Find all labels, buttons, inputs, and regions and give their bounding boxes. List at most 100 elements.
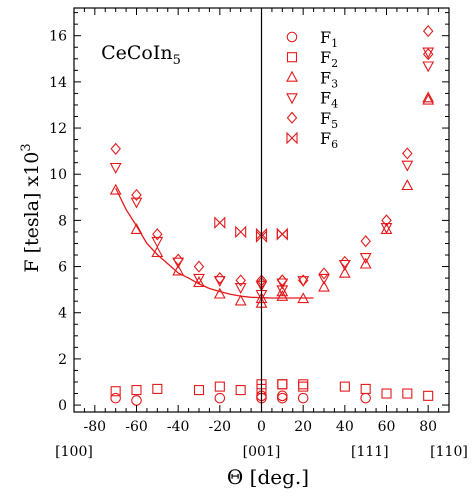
y-tick-label: 2 xyxy=(58,352,67,368)
data-point-diamond xyxy=(277,274,288,287)
legend-marker-bowtie xyxy=(286,131,298,145)
data-point-triangle-down xyxy=(380,223,393,234)
y-axis-label-main: F [tesla] x10 xyxy=(21,152,43,273)
legend-label-subscript: 3 xyxy=(331,77,338,90)
data-point-diamond xyxy=(131,188,142,202)
legend-label-subscript: 2 xyxy=(331,57,338,70)
data-point-square xyxy=(235,385,246,396)
legend-label-name: F xyxy=(320,48,331,67)
x-tick-label: 40 xyxy=(336,419,354,435)
direction-label: [100] xyxy=(55,444,93,460)
legend-marker-triangle-down xyxy=(286,93,298,105)
x-tick-label: 80 xyxy=(419,419,437,435)
data-point-triangle-down xyxy=(297,276,310,288)
data-point-circle xyxy=(277,392,288,404)
data-point-diamond xyxy=(339,255,351,269)
legend-label: F1 xyxy=(320,28,338,50)
data-point-diamond xyxy=(110,142,121,155)
legend-label: F5 xyxy=(320,109,338,131)
data-point-square xyxy=(402,388,413,399)
data-point-circle xyxy=(214,392,226,404)
plot-area xyxy=(109,24,435,406)
y-tick-label: 12 xyxy=(49,121,67,137)
data-point-triangle-up xyxy=(213,287,226,299)
data-point-diamond xyxy=(422,48,434,61)
data-point-triangle-down xyxy=(359,253,372,264)
data-point-diamond xyxy=(422,24,434,38)
data-point-square xyxy=(381,388,392,399)
data-point-triangle-up xyxy=(297,292,310,304)
data-point-triangle-up xyxy=(422,93,435,105)
y-tick-label: 16 xyxy=(49,29,67,45)
data-point-square xyxy=(110,386,121,397)
direction-label: [001] xyxy=(243,444,281,460)
data-point-diamond xyxy=(172,253,184,266)
data-point-bowtie xyxy=(235,225,247,239)
legend-marker-circle xyxy=(286,31,298,43)
y-tick-label: 14 xyxy=(49,75,67,91)
legend-label-name: F xyxy=(320,68,331,87)
x-tick-label: -40 xyxy=(167,419,190,435)
data-point-diamond xyxy=(381,214,392,227)
data-point-diamond xyxy=(297,274,309,287)
data-point-square xyxy=(214,381,225,392)
legend-label: F6 xyxy=(320,129,338,151)
data-point-diamond xyxy=(235,274,246,287)
data-point-circle xyxy=(110,392,121,404)
legend-label: F2 xyxy=(320,48,338,70)
x-tick-label: -20 xyxy=(209,419,232,435)
data-point-triangle-up xyxy=(151,246,164,258)
y-tick-label: 0 xyxy=(58,398,67,414)
y-tick-label: 4 xyxy=(58,306,67,322)
legend-marker-square xyxy=(286,52,298,63)
x-tick-label: -80 xyxy=(84,419,107,435)
data-point-diamond xyxy=(214,272,226,285)
data-point-triangle-down xyxy=(401,160,414,172)
y-tick-label: 6 xyxy=(58,260,67,276)
legend-label-subscript: 4 xyxy=(331,98,338,111)
legend-label-subscript: 6 xyxy=(331,138,338,151)
fit-curve xyxy=(115,187,314,299)
legend-label-name: F xyxy=(320,109,331,128)
legend-label-subscript: 1 xyxy=(331,37,338,50)
data-point-diamond xyxy=(193,260,205,273)
data-point-triangle-up xyxy=(193,276,205,288)
legend-label: F4 xyxy=(320,89,338,111)
data-point-square xyxy=(193,385,205,396)
data-point-triangle-up xyxy=(318,280,330,292)
data-point-triangle-down xyxy=(422,61,435,73)
legend-marker-diamond xyxy=(286,111,298,124)
data-point-bowtie xyxy=(255,230,268,243)
compound-annotation: CeCoIn5 xyxy=(101,42,181,68)
compound-base: CeCoIn xyxy=(101,42,173,64)
data-point-diamond xyxy=(318,267,330,280)
data-point-triangle-down xyxy=(318,273,330,285)
y-axis-label-exponent: 3 xyxy=(19,143,34,151)
data-point-triangle-down xyxy=(338,259,351,271)
x-tick-label: 60 xyxy=(378,419,396,435)
data-point-square xyxy=(298,379,309,390)
direction-label: [111] xyxy=(351,444,389,460)
data-point-square xyxy=(152,383,163,394)
data-point-square xyxy=(131,385,142,396)
data-point-square xyxy=(360,383,371,394)
legend-marker-triangle-up xyxy=(286,70,298,82)
axes: -80 -60 -40 -20 0 20 40 60 800246810121416[100][… xyxy=(49,7,468,460)
data-point-triangle-up xyxy=(130,222,143,234)
legend-label-name: F xyxy=(320,28,331,47)
data-point-triangle-down xyxy=(130,197,143,209)
data-point-triangle-down xyxy=(234,283,247,294)
data-point-square xyxy=(423,390,434,401)
x-tick-label: -60 xyxy=(125,419,148,435)
legend-label-subscript: 5 xyxy=(331,118,338,131)
compound-subscript: 5 xyxy=(173,53,181,68)
data-point-triangle-down xyxy=(193,273,205,285)
data-point-triangle-down xyxy=(109,162,122,174)
data-point-circle xyxy=(297,392,309,404)
x-tick-label: 20 xyxy=(294,419,312,435)
data-point-diamond xyxy=(152,228,163,241)
data-point-triangle-up xyxy=(172,264,185,276)
direction-label: [110] xyxy=(430,444,468,460)
